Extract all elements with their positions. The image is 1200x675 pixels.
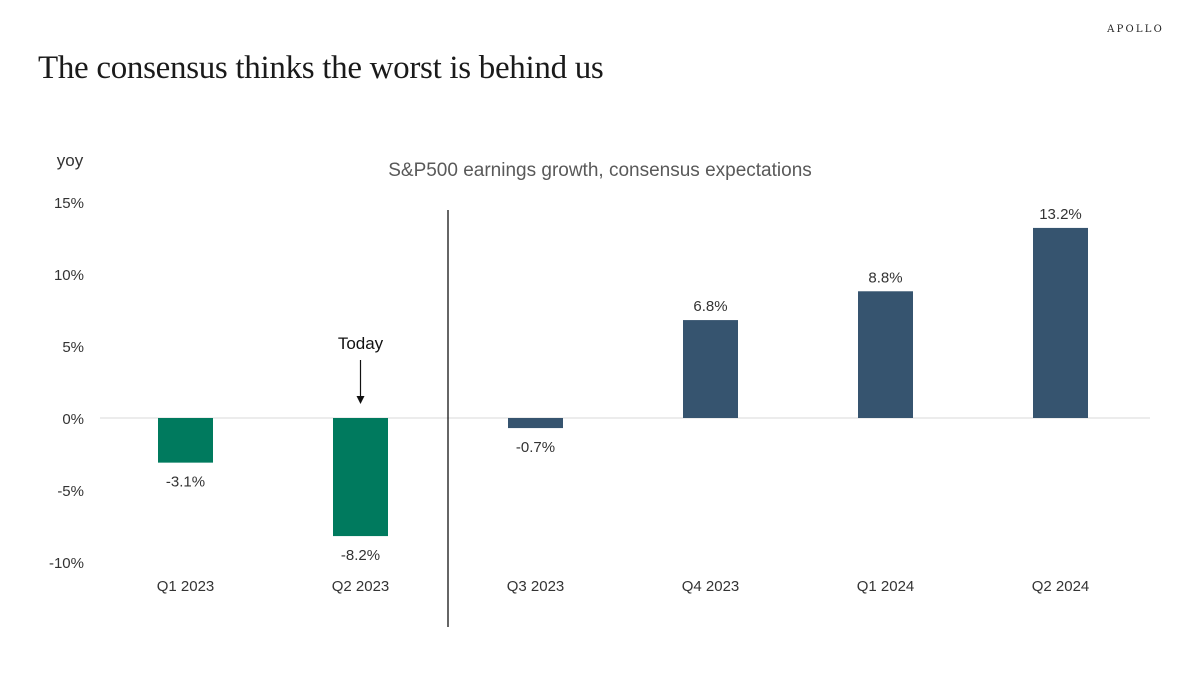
- x-tick-label: Q1 2023: [157, 578, 215, 595]
- bar-q2-2023: [333, 418, 388, 537]
- bar-q3-2023: [508, 418, 563, 429]
- x-tick-label: Q1 2024: [857, 578, 915, 595]
- value-label: -8.2%: [341, 547, 380, 564]
- value-label: -0.7%: [516, 439, 555, 456]
- page-title: The consensus thinks the worst is behind…: [38, 50, 604, 86]
- y-axis-label: yoy: [57, 151, 84, 170]
- value-label: -3.1%: [166, 474, 205, 491]
- y-axis-ticks: 15% 10% 5% 0% -5% -10%: [49, 195, 84, 572]
- value-labels: -3.1% -8.2% -0.7% 6.8% 8.8% 13.2%: [166, 206, 1082, 564]
- x-tick-label: Q3 2023: [507, 578, 565, 595]
- chart-title: S&P500 earnings growth, consensus expect…: [388, 160, 812, 181]
- brand-logo: APOLLO: [1107, 24, 1164, 35]
- value-label: 8.8%: [868, 269, 902, 286]
- bar-q4-2023: [683, 320, 738, 418]
- bar-q1-2023: [158, 418, 213, 463]
- value-label: 6.8%: [693, 298, 727, 315]
- today-arrow-head-icon: [356, 396, 365, 404]
- y-tick-label: 10%: [54, 267, 84, 284]
- today-annotation: Today: [338, 334, 384, 404]
- y-tick-label: 0%: [62, 411, 84, 428]
- x-tick-label: Q2 2024: [1032, 578, 1090, 595]
- y-tick-label: -10%: [49, 555, 84, 572]
- y-tick-label: 5%: [62, 339, 84, 356]
- today-label: Today: [338, 334, 384, 353]
- x-axis-labels: Q1 2023 Q2 2023 Q3 2023 Q4 2023 Q1 2024 Q2 20…: [157, 578, 1090, 595]
- x-tick-label: Q2 2023: [332, 578, 390, 595]
- bar-q2-2024: [1033, 227, 1088, 418]
- value-label: 13.2%: [1039, 206, 1082, 223]
- y-tick-label: -5%: [57, 483, 84, 500]
- x-tick-label: Q4 2023: [682, 578, 740, 595]
- bars: [158, 227, 1088, 537]
- y-tick-label: 15%: [54, 195, 84, 212]
- bar-q1-2024: [858, 291, 913, 418]
